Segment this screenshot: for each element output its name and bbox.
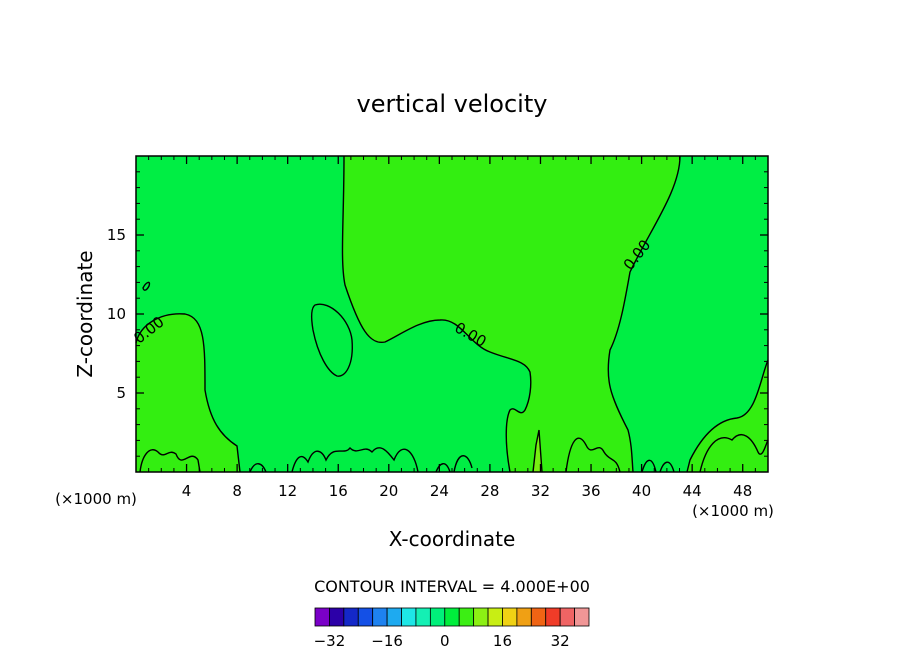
contour-line-right-corner bbox=[686, 359, 769, 473]
colorbar-swatch bbox=[386, 607, 402, 627]
plot-area: 0.00 0.00 0.00 4 8 12 16 20 24 28 32 36 40 44 48 51… bbox=[107, 155, 769, 500]
positive-region-left bbox=[136, 313, 240, 472]
colorbar-swatch bbox=[444, 607, 460, 627]
y-tick-label: 10 bbox=[107, 305, 126, 323]
colorbar-swatch bbox=[357, 607, 374, 627]
contour-line-center-right bbox=[607, 155, 681, 473]
positive-region-center bbox=[342, 156, 680, 472]
colorbar-swatch bbox=[502, 607, 518, 627]
colorbar-swatch bbox=[429, 607, 446, 627]
x-tick-label: 36 bbox=[581, 482, 600, 500]
contour-line-blob bbox=[310, 303, 353, 377]
colorbar-tick-label: −16 bbox=[371, 632, 403, 650]
colorbar-swatch bbox=[329, 607, 345, 627]
contour-line-updraft bbox=[532, 429, 543, 473]
colorbar-swatch bbox=[487, 607, 503, 627]
x-tick-label: 24 bbox=[430, 482, 449, 500]
x-tick-label: 20 bbox=[379, 482, 398, 500]
y-axis-label: Z-coordinate bbox=[73, 250, 97, 377]
x-tick-label: 32 bbox=[531, 482, 550, 500]
contour-line-surface-noise bbox=[139, 434, 769, 473]
contour-lines bbox=[135, 155, 769, 473]
colorbar: −32 −16 0 16 32 bbox=[314, 607, 590, 650]
chart-title: vertical velocity bbox=[357, 90, 548, 118]
colorbar-swatch bbox=[372, 607, 388, 627]
contour-line-left bbox=[135, 313, 241, 473]
colorbar-swatch bbox=[314, 607, 330, 627]
colorbar-swatch bbox=[516, 607, 532, 627]
x-axis-ticks: 4 8 12 16 20 24 28 32 36 40 44 48 bbox=[148, 156, 756, 500]
colorbar-tick-label: −32 bbox=[314, 632, 346, 650]
y-tick-label: 15 bbox=[107, 226, 126, 244]
x-unit-label-left: (×1000 m) bbox=[55, 490, 137, 508]
colorbar-swatch bbox=[401, 607, 417, 627]
x-tick-label: 8 bbox=[232, 482, 242, 500]
colorbar-swatch bbox=[473, 607, 489, 627]
colorbar-swatch bbox=[530, 607, 547, 627]
y-tick-label: 5 bbox=[116, 384, 126, 402]
contour-line-small-loop bbox=[142, 281, 151, 291]
positive-region-right-corner bbox=[687, 360, 768, 472]
colorbar-swatch bbox=[343, 607, 359, 627]
colorbar-tick-label: 32 bbox=[551, 632, 570, 650]
negative-region-blob bbox=[311, 304, 353, 377]
colorbar-swatch bbox=[559, 607, 575, 627]
colorbar-swatch bbox=[458, 607, 475, 627]
contour-interval: CONTOUR INTERVAL = 4.000E+00 bbox=[314, 577, 590, 596]
x-tick-label: 40 bbox=[632, 482, 651, 500]
x-axis-label: X-coordinate bbox=[389, 527, 516, 551]
x-tick-label: 12 bbox=[278, 482, 297, 500]
x-tick-label: 48 bbox=[733, 482, 752, 500]
colorbar-swatch bbox=[415, 607, 431, 627]
x-tick-label: 44 bbox=[683, 482, 702, 500]
x-tick-label: 28 bbox=[480, 482, 499, 500]
colorbar-tick-label: 16 bbox=[493, 632, 512, 650]
colorbar-swatch bbox=[545, 607, 561, 627]
contour-line-center-left bbox=[341, 155, 532, 473]
x-tick-label: 4 bbox=[182, 482, 192, 500]
colorbar-swatch bbox=[574, 607, 590, 627]
colorbar-tick-label: 0 bbox=[440, 632, 450, 650]
x-tick-label: 16 bbox=[329, 482, 348, 500]
y-axis-ticks: 5 10 15 bbox=[107, 171, 768, 457]
x-unit-label-right: (×1000 m) bbox=[692, 502, 774, 520]
